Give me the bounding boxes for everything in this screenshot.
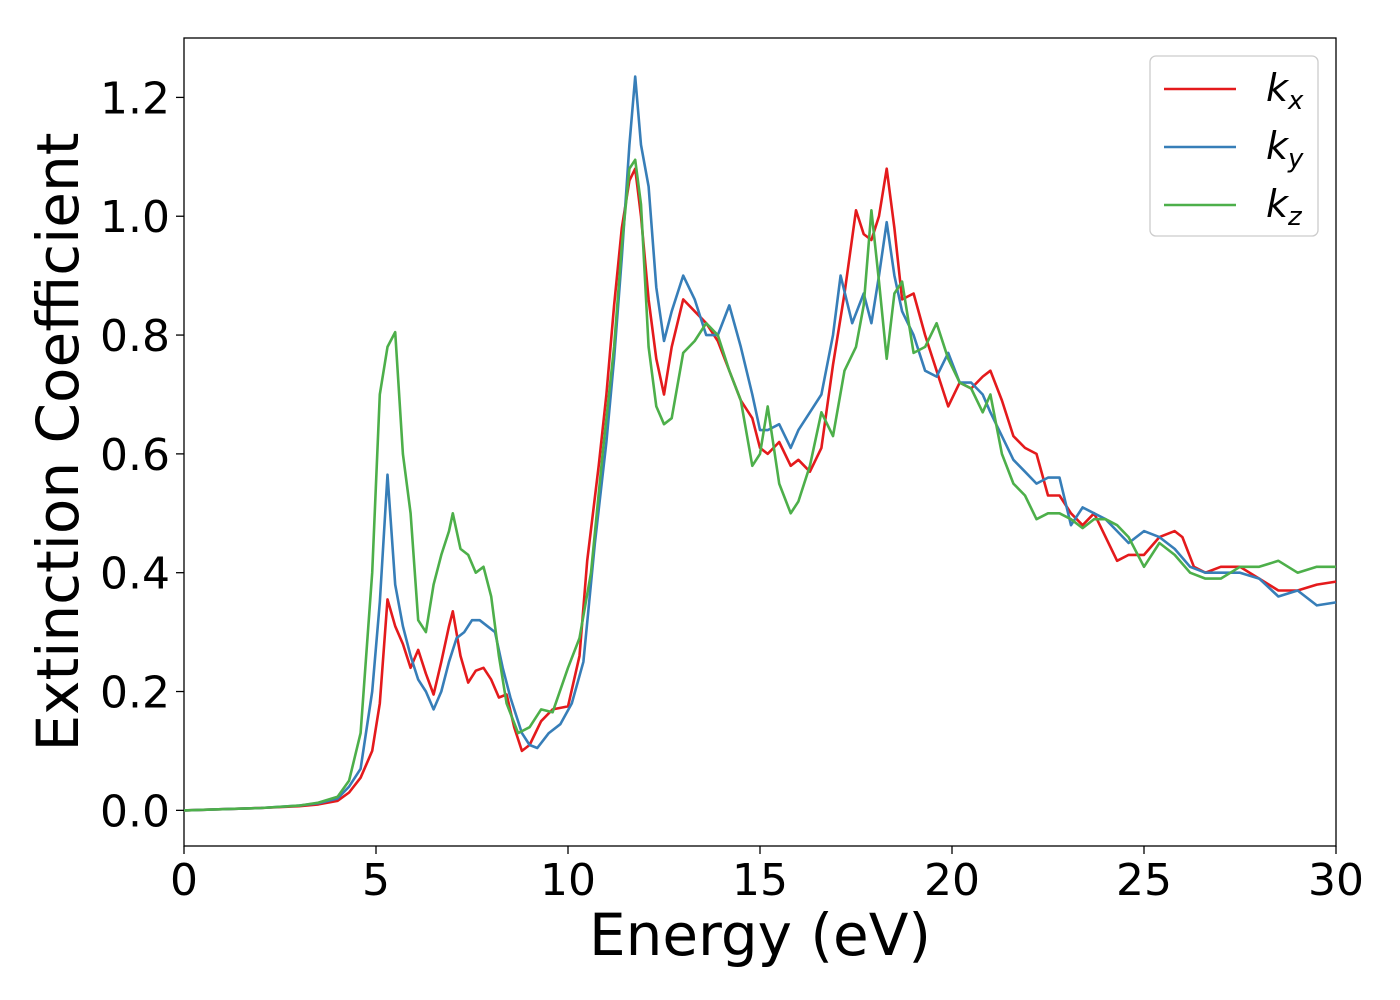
x-tick-label: 20 xyxy=(924,855,980,906)
x-tick-label: 10 xyxy=(540,855,596,906)
y-tick-label: 0.8 xyxy=(100,311,170,362)
series-line-kz xyxy=(183,158,1336,812)
x-tick-label: 30 xyxy=(1308,855,1364,906)
legend-subscript: x xyxy=(1287,86,1304,116)
series-line-kx xyxy=(183,167,1337,812)
y-tick-label: 0.6 xyxy=(100,430,170,481)
series-line-ky xyxy=(183,75,1337,812)
legend-label-kz: kz xyxy=(1266,182,1303,232)
y-axis-ticks: 0.0 0.2 0.4 0.6 0.8 1.0 1.2 xyxy=(100,73,184,837)
legend-subscript: z xyxy=(1287,202,1303,232)
legend-subscript: y xyxy=(1287,144,1304,174)
x-tick-label: 25 xyxy=(1116,855,1172,906)
y-tick-label: 0.0 xyxy=(100,786,170,837)
x-tick-label: 0 xyxy=(170,855,198,906)
y-axis-title: Extinction Coefficient xyxy=(24,133,92,752)
y-tick-label: 0.4 xyxy=(100,549,170,600)
y-tick-label: 1.2 xyxy=(100,73,170,124)
y-tick-label: 1.0 xyxy=(100,192,170,243)
y-tick-label: 0.2 xyxy=(100,668,170,719)
x-tick-label: 15 xyxy=(732,855,788,906)
x-tick-label: 5 xyxy=(362,855,390,906)
series-layer xyxy=(183,75,1337,812)
x-axis-title: Energy (eV) xyxy=(589,901,931,969)
x-axis-ticks: 0 5 10 15 20 25 30 xyxy=(170,846,1364,906)
